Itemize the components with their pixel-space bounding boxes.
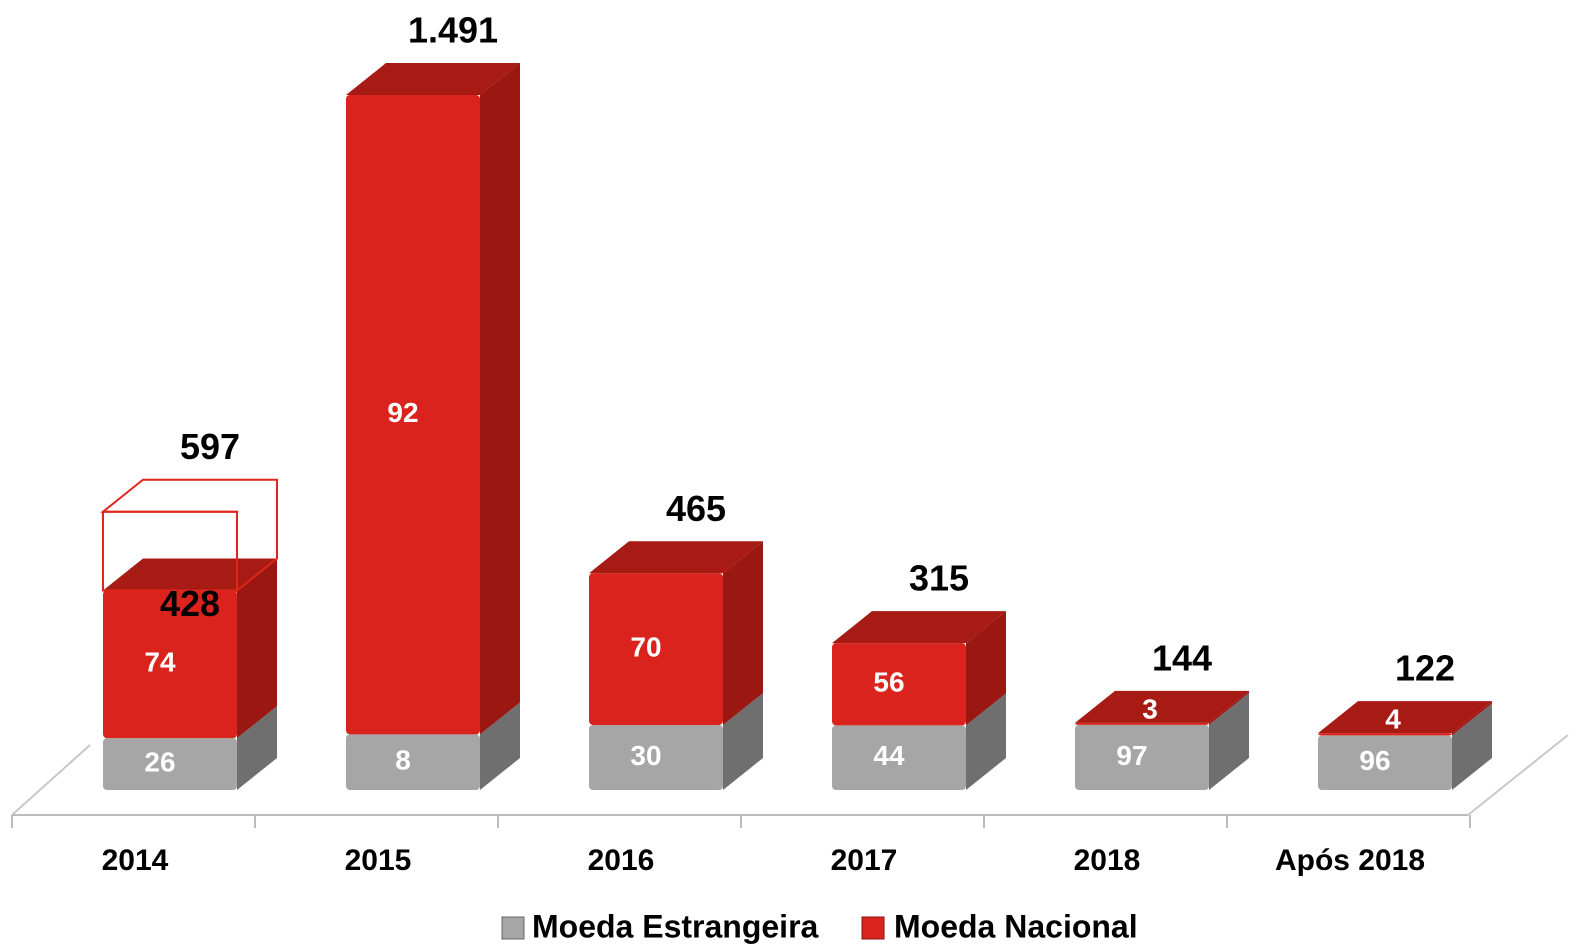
bar-side [1209, 692, 1249, 790]
legend-swatch [501, 916, 525, 940]
bar-segment [832, 643, 966, 726]
bar-segment [346, 95, 480, 735]
bar-top [103, 558, 277, 591]
bar-side [966, 693, 1006, 790]
total-outline [100, 478, 278, 593]
bar-segment [103, 738, 237, 790]
bar-side [1452, 701, 1492, 736]
bar-side [1209, 690, 1249, 725]
bar-side [723, 541, 763, 725]
total-label: 122 [1395, 648, 1455, 689]
segment-label: 8 [395, 745, 411, 776]
bar-segment [346, 734, 480, 790]
segment-label: 92 [387, 397, 418, 428]
x-tick-label: 2018 [1074, 844, 1141, 877]
bar-top [1318, 701, 1492, 734]
bar-segment [1075, 722, 1209, 725]
segment-label: 44 [873, 740, 905, 771]
floor-edge [1467, 734, 1569, 816]
x-tick-label: 2016 [588, 844, 655, 877]
bar-segment [1075, 724, 1209, 790]
bar-side [723, 692, 763, 790]
bar-segment [589, 724, 723, 790]
bar-side [480, 63, 520, 735]
bar-side [237, 706, 277, 790]
segment-label: 26 [144, 746, 175, 777]
segment-label: 56 [873, 667, 904, 698]
bar-top [832, 611, 1006, 644]
total-label: 597 [180, 426, 240, 467]
inner-total-label: 428 [160, 583, 220, 624]
x-tick-label: Após 2018 [1275, 844, 1425, 877]
legend-label: Moeda Nacional [894, 908, 1138, 944]
bar-side [480, 702, 520, 790]
bar-segment [589, 573, 723, 725]
bar-top [346, 63, 520, 95]
floor-edge [11, 744, 91, 816]
segment-label: 74 [144, 647, 176, 678]
segment-label: 70 [630, 632, 661, 663]
bar-top [1075, 690, 1249, 723]
x-tick-label: 2017 [831, 844, 898, 877]
bar-side [1452, 703, 1492, 790]
legend-swatch [861, 916, 885, 940]
bar-segment [103, 590, 237, 739]
bar-side [237, 558, 277, 739]
total-label: 1.491 [408, 10, 498, 51]
bar-side [966, 611, 1006, 726]
bar-segment [832, 725, 966, 790]
bar-top [589, 541, 763, 574]
legend-label: Moeda Estrangeira [532, 908, 819, 944]
x-tick-label: 2015 [345, 844, 412, 877]
segment-label: 96 [1359, 745, 1390, 776]
bar-segment [1318, 735, 1452, 790]
total-label: 144 [1152, 637, 1212, 678]
bar-segment [1318, 733, 1452, 736]
x-tick-label: 2014 [102, 844, 169, 877]
floor [11, 734, 1569, 816]
total-label: 465 [666, 488, 726, 529]
total-label: 315 [909, 558, 969, 599]
segment-label: 97 [1116, 740, 1147, 771]
segment-label: 30 [630, 740, 661, 771]
segment-label: 3 [1142, 693, 1158, 724]
segment-label: 4 [1385, 704, 1401, 735]
